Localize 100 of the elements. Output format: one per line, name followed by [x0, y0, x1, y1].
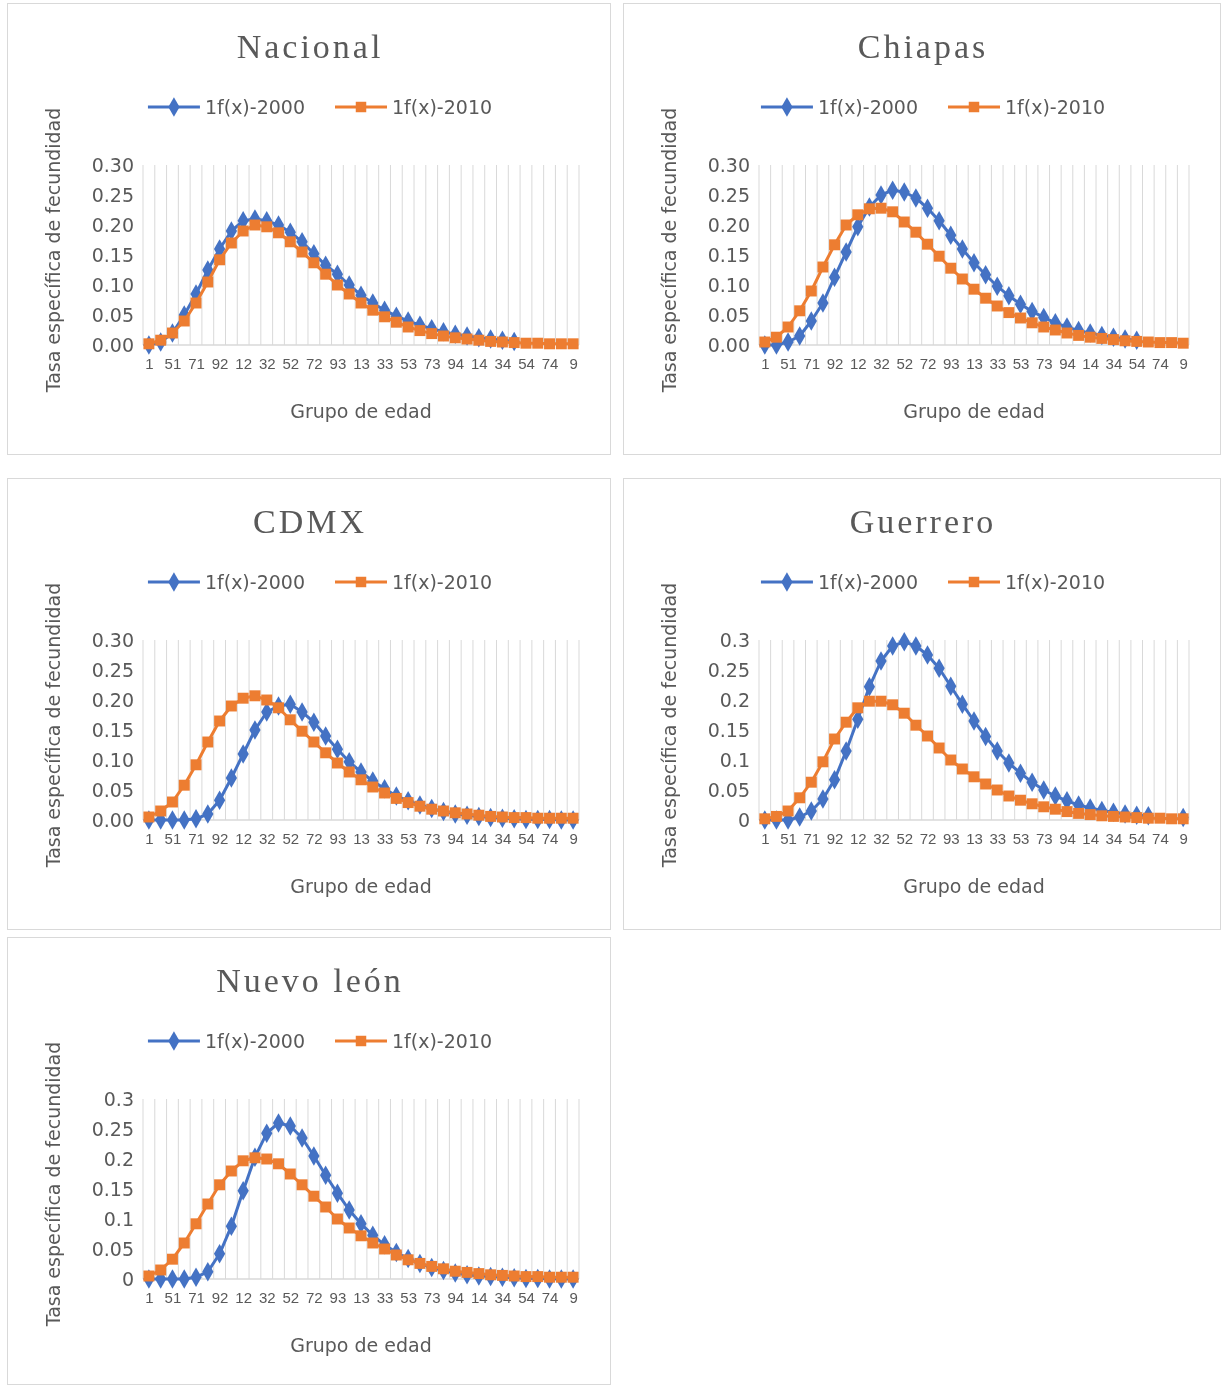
y-tick-label: 0.2: [103, 1147, 134, 1170]
y-tick-label: 0.1: [719, 748, 750, 771]
point: [402, 1254, 414, 1266]
point: [438, 805, 449, 817]
point: [202, 1198, 214, 1210]
x-tick-label: 53: [1012, 354, 1030, 372]
x-tick-label: 72: [919, 354, 937, 372]
y-axis-title: Tasa específica de fecundidad: [658, 582, 680, 869]
point: [887, 206, 899, 218]
point: [922, 238, 933, 250]
point: [508, 1270, 520, 1282]
point: [945, 262, 957, 274]
x-tick-label: 14: [1082, 354, 1100, 372]
point: [320, 1201, 332, 1213]
point: [273, 702, 284, 714]
point: [1049, 803, 1061, 815]
point: [863, 695, 875, 707]
point: [296, 725, 308, 737]
y-tick-label: 0.00: [91, 333, 134, 356]
x-tick-label: 1: [145, 829, 154, 847]
point: [1084, 331, 1096, 343]
x-tick-label: 74: [1152, 829, 1169, 847]
point: [770, 810, 782, 822]
point: [1015, 794, 1026, 806]
y-tick-label: 0.05: [91, 778, 134, 801]
legend-label: 1f(x)-2000: [817, 96, 918, 118]
point: [143, 811, 155, 823]
x-tick-label: 32: [258, 354, 276, 372]
point: [379, 311, 391, 323]
y-tick-label: 0.15: [91, 718, 134, 741]
x-tick-label: 14: [470, 829, 488, 847]
point: [331, 279, 343, 291]
x-tick-label: 94: [1059, 829, 1076, 847]
x-tick-label: 9: [569, 1288, 578, 1306]
point: [214, 715, 226, 727]
point: [367, 781, 379, 793]
point: [449, 807, 461, 819]
point: [532, 812, 544, 824]
chart-title: Nacional: [236, 28, 384, 65]
point: [840, 716, 852, 728]
x-tick-label: 12: [235, 829, 253, 847]
point: [237, 225, 249, 237]
point: [1026, 798, 1038, 810]
point: [1084, 809, 1096, 821]
point: [202, 736, 214, 748]
x-tick-label: 92: [211, 354, 229, 372]
x-tick-label: 73: [423, 354, 441, 372]
x-tick-label: 14: [1082, 829, 1100, 847]
x-tick-label: 73: [423, 829, 441, 847]
x-tick-label: 71: [803, 829, 821, 847]
point: [520, 812, 532, 824]
point: [1131, 335, 1143, 347]
point: [261, 1153, 273, 1165]
point: [991, 300, 1003, 312]
point: [805, 776, 817, 788]
point: [343, 1222, 355, 1234]
x-tick-label: 93: [329, 354, 347, 372]
point: [863, 203, 875, 215]
point: [367, 1237, 379, 1249]
x-axis-title: Grupo de edad: [290, 1334, 432, 1356]
legend-label: 1f(x)-2000: [204, 96, 305, 118]
y-axis-title: Tasa específica de fecundidad: [658, 107, 680, 394]
y-tick-label: 0.30: [707, 153, 750, 176]
x-tick-label: 12: [235, 1288, 253, 1306]
point: [887, 699, 899, 711]
point: [343, 288, 355, 300]
y-axis-title: Tasa específica de fecundidad: [42, 107, 64, 394]
point: [155, 1264, 167, 1276]
point: [449, 332, 461, 344]
y-tick-label: 0.00: [707, 333, 750, 356]
y-tick-label: 0.25: [91, 658, 134, 681]
point: [1038, 801, 1050, 813]
point: [759, 813, 771, 825]
y-tick-label: 0.3: [103, 1087, 134, 1110]
x-tick-label: 51: [164, 354, 182, 372]
point: [829, 239, 841, 251]
y-tick-label: 0.3: [719, 628, 750, 651]
point: [166, 1253, 178, 1265]
y-tick-label: 0.15: [707, 243, 750, 266]
y-tick-label: 0.25: [707, 183, 750, 206]
point: [379, 1243, 391, 1255]
x-tick-label: 92: [211, 1288, 229, 1306]
point: [355, 774, 367, 786]
point: [214, 1179, 226, 1191]
point: [496, 1269, 508, 1281]
y-tick-label: 0.05: [91, 1237, 134, 1260]
point: [273, 227, 284, 239]
point: [829, 733, 841, 745]
point: [1177, 813, 1189, 825]
y-tick-label: 0.10: [91, 273, 134, 296]
point: [390, 792, 402, 804]
point: [438, 1263, 449, 1275]
x-tick-label: 33: [989, 829, 1007, 847]
point: [794, 792, 806, 804]
x-axis-title: Grupo de edad: [290, 875, 432, 897]
point: [237, 1155, 249, 1167]
x-tick-label: 1: [145, 1288, 154, 1306]
point: [1073, 807, 1085, 819]
x-tick-label: 54: [1128, 354, 1146, 372]
point: [1026, 317, 1038, 329]
